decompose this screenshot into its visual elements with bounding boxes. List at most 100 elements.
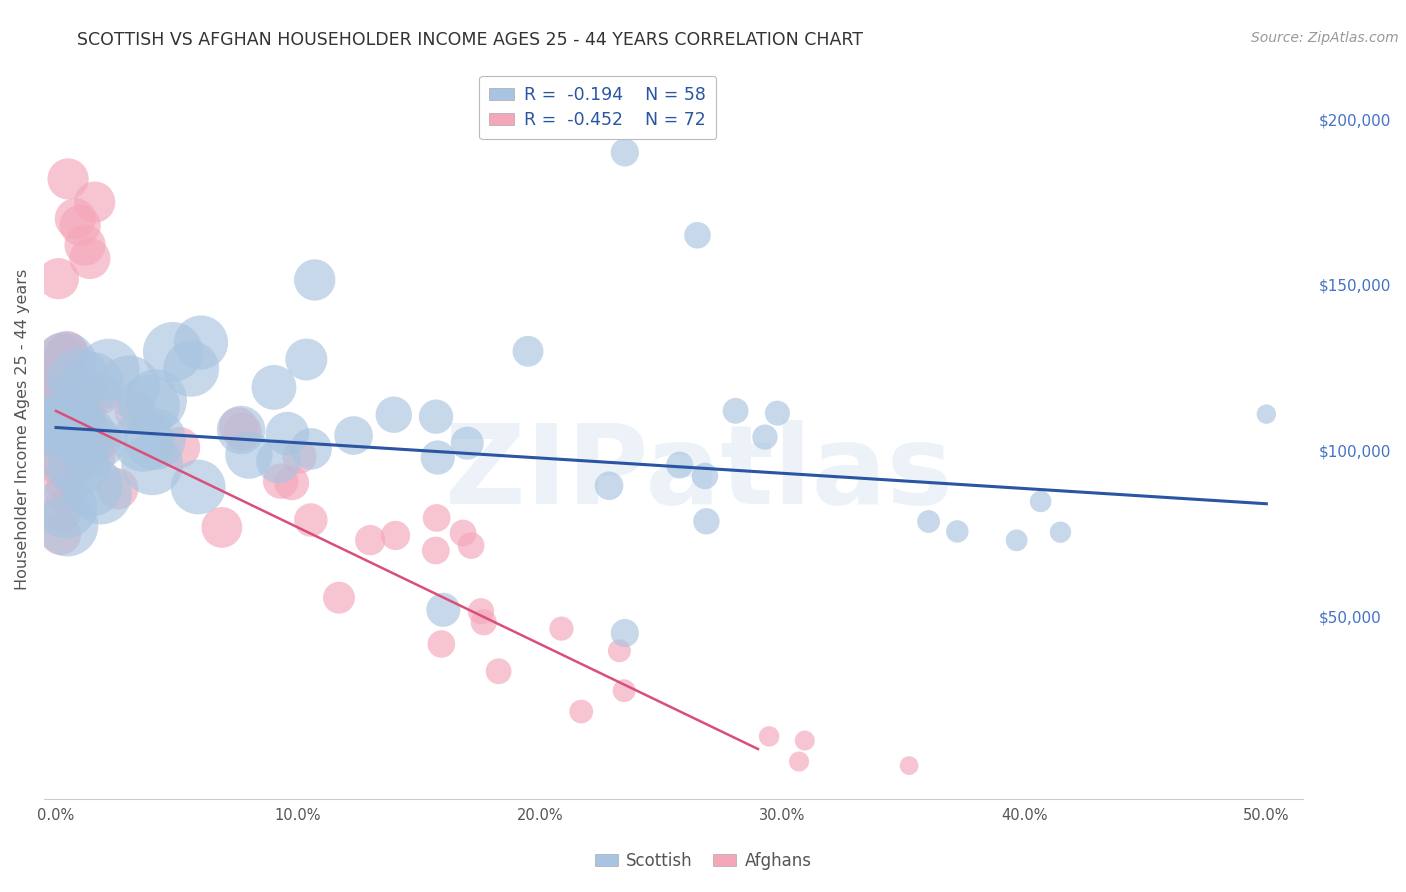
Point [49, 527, 72, 541]
Point [73, 446, 96, 460]
Point [304, 273, 326, 287]
Point [288, 450, 311, 464]
Point [83, 195, 105, 210]
Point [432, 603, 454, 617]
Point [73, 422, 96, 436]
Y-axis label: Householder Income Ages 25 - 44 years: Householder Income Ages 25 - 44 years [15, 268, 30, 590]
Point [59, 397, 82, 411]
Point [59, 467, 82, 481]
Point [270, 474, 292, 488]
Point [53, 486, 76, 500]
Legend: R =  -0.194    N = 58, R =  -0.452    N = 72: R = -0.194 N = 58, R = -0.452 N = 72 [479, 76, 717, 139]
Point [97, 362, 120, 376]
Point [766, 406, 789, 420]
Point [1029, 494, 1052, 508]
Point [63, 426, 86, 441]
Point [342, 428, 364, 442]
Point [70, 434, 93, 448]
Point [787, 755, 810, 769]
Point [107, 482, 129, 496]
Point [83, 449, 105, 463]
Point [59, 421, 82, 435]
Point [295, 352, 318, 367]
Point [613, 683, 636, 698]
Point [48, 271, 70, 285]
Point [724, 404, 747, 418]
Point [53, 348, 76, 362]
Point [550, 622, 572, 636]
Point [56, 381, 79, 395]
Point [425, 409, 447, 424]
Point [49, 428, 72, 442]
Point [141, 457, 163, 471]
Point [48, 451, 70, 466]
Point [48, 371, 70, 385]
Point [49, 418, 72, 433]
Point [613, 626, 636, 640]
Point [598, 479, 620, 493]
Point [58, 347, 80, 361]
Point [229, 423, 252, 437]
Text: Source: ZipAtlas.com: Source: ZipAtlas.com [1251, 31, 1399, 45]
Point [48, 379, 70, 393]
Point [1049, 525, 1071, 540]
Legend: Scottish, Afghans: Scottish, Afghans [588, 846, 818, 877]
Point [90, 432, 112, 446]
Point [86, 432, 108, 446]
Point [430, 637, 453, 651]
Point [169, 441, 191, 455]
Point [472, 615, 495, 630]
Point [124, 404, 146, 418]
Point [754, 430, 776, 444]
Text: ZIPatlas: ZIPatlas [444, 420, 952, 527]
Point [67, 372, 90, 386]
Point [946, 524, 969, 539]
Point [67, 426, 90, 441]
Text: SCOTTISH VS AFGHAN HOUSEHOLDER INCOME AGES 25 - 44 YEARS CORRELATION CHART: SCOTTISH VS AFGHAN HOUSEHOLDER INCOME AG… [77, 31, 863, 49]
Point [267, 454, 290, 468]
Point [80, 478, 103, 492]
Point [58, 373, 80, 387]
Point [231, 425, 253, 439]
Point [1005, 533, 1028, 548]
Point [75, 383, 97, 397]
Point [276, 426, 298, 441]
Point [82, 376, 104, 390]
Point [793, 733, 815, 747]
Point [79, 252, 101, 266]
Point [1256, 407, 1278, 421]
Point [211, 520, 233, 534]
Point [56, 415, 79, 429]
Point [228, 419, 250, 434]
Point [426, 511, 449, 525]
Point [517, 344, 540, 359]
Point [51, 504, 73, 518]
Point [90, 486, 112, 500]
Point [55, 356, 77, 370]
Point [67, 458, 90, 472]
Point [668, 458, 690, 472]
Point [263, 380, 285, 394]
Point [48, 394, 70, 409]
Point [686, 228, 709, 243]
Point [75, 401, 97, 415]
Point [48, 396, 70, 410]
Point [180, 361, 202, 376]
Point [917, 515, 939, 529]
Point [48, 419, 70, 434]
Point [60, 416, 83, 430]
Point [118, 379, 141, 393]
Point [145, 393, 167, 408]
Point [49, 346, 72, 360]
Point [132, 434, 155, 448]
Point [53, 446, 76, 460]
Point [138, 399, 160, 413]
Point [49, 417, 72, 431]
Point [190, 335, 212, 350]
Point [48, 458, 70, 472]
Point [65, 211, 87, 226]
Point [898, 758, 921, 772]
Point [456, 436, 478, 450]
Point [299, 442, 322, 456]
Point [238, 448, 260, 462]
